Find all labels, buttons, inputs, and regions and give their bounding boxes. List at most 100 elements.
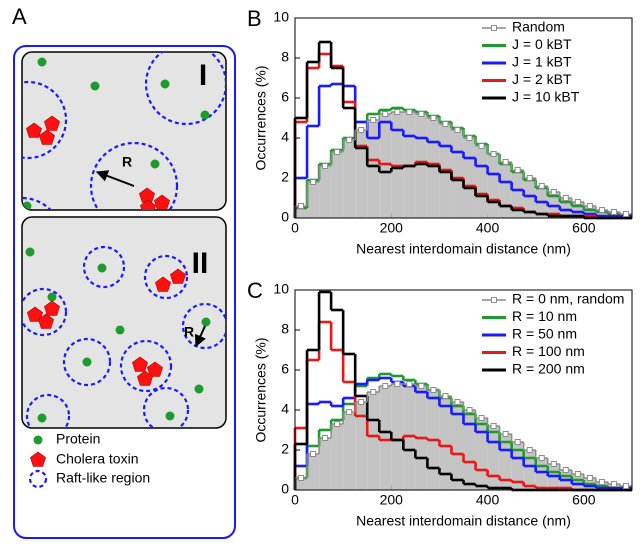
y-tick-label: 2 bbox=[281, 441, 289, 457]
histogram-fill bbox=[511, 170, 524, 218]
histogram-fill bbox=[355, 130, 368, 218]
marker bbox=[502, 159, 509, 165]
x-tick-label: 200 bbox=[380, 220, 404, 236]
legend-label: Raft-like region bbox=[56, 470, 150, 486]
histogram-fill bbox=[499, 434, 512, 490]
y-tick-label: 2 bbox=[281, 169, 289, 185]
marker bbox=[334, 149, 341, 155]
y-tick-label: 6 bbox=[281, 89, 289, 105]
legend-marker bbox=[491, 25, 497, 31]
y-tick-label: 0 bbox=[281, 481, 289, 497]
histogram-fill bbox=[367, 392, 380, 490]
legend-label: Cholera toxin bbox=[56, 451, 139, 467]
y-tick-label: 10 bbox=[273, 9, 289, 25]
histogram-fill bbox=[451, 402, 464, 490]
y-tick-label: 4 bbox=[281, 129, 289, 145]
histogram-fill bbox=[475, 418, 488, 490]
radius-label: R bbox=[122, 154, 132, 170]
marker bbox=[562, 467, 569, 473]
histogram-fill bbox=[295, 478, 308, 490]
histogram-fill bbox=[487, 154, 500, 218]
x-tick-label: 400 bbox=[476, 492, 500, 508]
legend-label: R = 0 nm, random bbox=[512, 291, 624, 307]
plot-frame bbox=[294, 17, 633, 219]
y-tick-label: 4 bbox=[281, 401, 289, 417]
histogram-fill bbox=[319, 166, 332, 218]
x-tick-label: 0 bbox=[291, 492, 299, 508]
marker bbox=[382, 383, 389, 389]
x-tick-label: 400 bbox=[476, 220, 500, 236]
histogram-fill bbox=[499, 162, 512, 218]
histogram-fill bbox=[319, 438, 332, 490]
histogram-fill bbox=[511, 442, 524, 490]
legend-symbol bbox=[28, 469, 48, 489]
legend-label: Protein bbox=[56, 431, 100, 447]
y-tick-label: 10 bbox=[273, 281, 289, 297]
marker bbox=[550, 189, 557, 195]
marker bbox=[622, 483, 629, 489]
marker bbox=[454, 127, 461, 133]
histogram-fill bbox=[523, 178, 536, 218]
marker bbox=[442, 393, 449, 399]
marker bbox=[598, 479, 605, 485]
marker bbox=[526, 175, 533, 181]
histogram-fill bbox=[427, 118, 440, 218]
marker bbox=[430, 115, 437, 121]
marker bbox=[586, 475, 593, 481]
marker bbox=[358, 399, 365, 405]
legend-label: Random bbox=[512, 19, 565, 35]
legend-label: R = 10 nm bbox=[512, 308, 577, 324]
panel-label: A bbox=[12, 4, 27, 29]
y-axis-label: Occurrences (%) bbox=[253, 337, 269, 442]
histogram-fill bbox=[475, 146, 488, 218]
marker bbox=[478, 415, 485, 421]
marker bbox=[550, 461, 557, 467]
legend-label: J = 1 kBT bbox=[512, 54, 572, 70]
marker bbox=[346, 409, 353, 415]
y-tick-label: 8 bbox=[281, 321, 289, 337]
x-tick-label: 0 bbox=[291, 220, 299, 236]
x-tick-label: 600 bbox=[572, 492, 596, 508]
histogram-fill bbox=[307, 454, 320, 490]
marker bbox=[382, 111, 389, 117]
marker bbox=[430, 387, 437, 393]
radius-label: R bbox=[184, 324, 194, 340]
marker bbox=[370, 117, 377, 123]
x-tick-label: 200 bbox=[380, 492, 404, 508]
histogram-fill bbox=[343, 412, 356, 490]
marker bbox=[370, 389, 377, 395]
histogram-fill bbox=[307, 182, 320, 218]
histogram-fill bbox=[523, 450, 536, 490]
histogram-fill bbox=[367, 120, 380, 218]
histogram-fill bbox=[463, 410, 476, 490]
marker bbox=[478, 143, 485, 149]
marker bbox=[334, 421, 341, 427]
histogram-fill bbox=[379, 386, 392, 490]
marker bbox=[298, 203, 305, 209]
marker bbox=[574, 199, 581, 205]
histogram-fill bbox=[331, 424, 344, 490]
marker bbox=[418, 111, 425, 117]
marker bbox=[406, 381, 413, 387]
subpanel-label: II bbox=[192, 247, 209, 280]
legend-label: J = 2 kBT bbox=[512, 71, 572, 87]
marker bbox=[562, 195, 569, 201]
legend-label: J = 10 kBT bbox=[512, 89, 580, 105]
marker bbox=[514, 167, 521, 173]
x-tick-label: 600 bbox=[572, 220, 596, 236]
histogram-fill bbox=[415, 114, 428, 218]
subpanel bbox=[21, 51, 227, 211]
histogram-fill bbox=[379, 114, 392, 218]
histogram-fill bbox=[463, 138, 476, 218]
marker bbox=[526, 447, 533, 453]
legend-label: R = 50 nm bbox=[512, 326, 577, 342]
histogram-fill bbox=[355, 402, 368, 490]
marker bbox=[610, 481, 617, 487]
subpanel-content bbox=[22, 245, 226, 428]
y-tick-label: 8 bbox=[281, 49, 289, 65]
histogram-fill bbox=[487, 426, 500, 490]
marker bbox=[298, 475, 305, 481]
marker bbox=[586, 203, 593, 209]
y-tick-label: 6 bbox=[281, 361, 289, 377]
